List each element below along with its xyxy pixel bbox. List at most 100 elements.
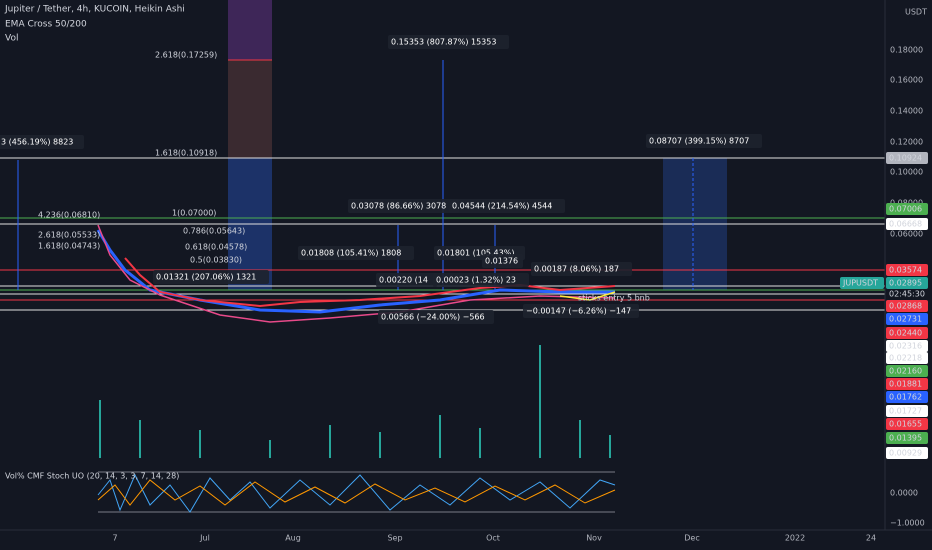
price-badge (886, 277, 928, 289)
price-badge-label: 0.02160 (889, 367, 922, 376)
measure-label-bg (433, 273, 529, 287)
price-badge (886, 313, 928, 325)
symbol-title: Jupiter / Tether, 4h, KUCOIN, Heikin Ash… (4, 5, 185, 15)
price-badge-label: 0.02218 (889, 354, 922, 363)
measure-label-bg (523, 304, 639, 318)
measure-label: 0.15353 (807.87%) 15353 (391, 38, 496, 47)
price-badge (886, 365, 928, 377)
time-label: 24 (866, 534, 876, 543)
volume-bars (99, 345, 611, 458)
measure-label: 0.08707 (399.15%) 8707 (649, 137, 749, 146)
measure-label-bg (348, 199, 459, 213)
price-badge (886, 352, 928, 364)
fib-label: 0.5(0.03830) (190, 256, 242, 265)
price-badge (886, 327, 928, 339)
note: sticks entry 5 bnb (578, 294, 650, 303)
price-badge (886, 418, 928, 430)
fib-label: 0.618(0.04578) (185, 243, 247, 252)
measure-label: 0.00187 (8.06%) 187 (534, 265, 619, 274)
price-badge-label: 0.03574 (889, 266, 922, 275)
fib-zone-top (228, 0, 272, 60)
price-level: 0.18000 (890, 46, 923, 55)
measure-label: −0.00147 (−6.26%) −147 (526, 307, 631, 316)
indicator-name: Vol% CMF Stoch UO (20, 14, 3, 3, 7, 14, … (5, 472, 179, 481)
price-badge-label: 0.07006 (889, 205, 922, 214)
time-label: 2022 (785, 534, 805, 543)
measure-label-bg (378, 310, 494, 324)
indicator-line (97, 473, 616, 513)
price-badge-label: 0.01762 (889, 393, 922, 402)
measure-label-bg (646, 134, 762, 148)
price-badge-label: 0.00929 (889, 449, 922, 458)
price-badge-label: 0.02895 (889, 279, 922, 288)
price-level: 0.12000 (890, 138, 923, 147)
price-level: 0.10000 (890, 168, 923, 177)
measure-label-bg (153, 270, 269, 284)
price-level: 0.16000 (890, 76, 923, 85)
time-label: Sep (387, 534, 402, 543)
price-level: 0.06000 (890, 230, 923, 239)
indicator-level: −1.0000 (890, 519, 925, 528)
price-badge (886, 218, 928, 230)
indicator-name: EMA Cross 50/200 (5, 20, 87, 30)
fib-zone-mid (228, 60, 272, 158)
price-badge-label: 0.01881 (889, 380, 922, 389)
price-badge-label: 0.01727 (889, 407, 922, 416)
price-badge-label: 0.06668 (889, 220, 922, 229)
measure-label-bg (531, 262, 632, 276)
measure-label: 0.01808 (105.41%) 1808 (301, 249, 401, 258)
measure-label: 0.00220 (14 (379, 276, 428, 285)
price-badge (886, 264, 928, 276)
measure-label-bg (482, 254, 523, 268)
price-badge (886, 447, 928, 459)
price-badge (886, 300, 928, 312)
ema-line (97, 224, 616, 323)
price-badge-label: 0.10924 (889, 154, 922, 163)
measure-label: 0.01801 (105.43%) (437, 249, 514, 258)
price-badge (886, 391, 928, 403)
measure-label-bg (0, 135, 84, 149)
measure-label-bg (298, 246, 414, 260)
measure-label-bg (376, 273, 437, 287)
fib-label: 1.618(0.04743) (38, 242, 100, 251)
dynamic-layer: USDT 0.18000 0.16000 0.14000 0.12000 0.10000 0… (0, 8, 928, 543)
symbol-tag (840, 277, 884, 289)
price-badge (886, 203, 928, 215)
time-label: Dec (684, 534, 699, 543)
indicator-name: Vol (5, 34, 18, 44)
price-badge-label: 0.02316 (889, 342, 922, 351)
axis-unit: USDT (905, 8, 927, 17)
price-badge-label: 0.02440 (889, 329, 922, 338)
symbol-tag-label: JUPUSDT (842, 279, 878, 288)
measure-label: 0.01321 (207.06%) 1321 (156, 273, 256, 282)
measure-label: 0.01376 (485, 257, 518, 266)
price-badge-label: 0.01395 (889, 434, 922, 443)
price-badge-label: 0.02868 (889, 302, 922, 311)
ema-line (96, 229, 615, 314)
fib-label: 0.786(0.05643) (183, 227, 245, 236)
price-badge (886, 378, 928, 390)
price-line (559, 291, 616, 301)
price-badge-label: 0.01655 (889, 420, 922, 429)
measure-label: 0.00023 (1.32%) 23 (436, 276, 516, 285)
countdown: 02:45:30 (889, 290, 925, 299)
price-badge (886, 340, 928, 352)
price-badge (886, 432, 928, 444)
fib-label: 4.236(0.06810) (38, 211, 100, 220)
measure-label: 0.04544 (214.54%) 4544 (452, 202, 552, 211)
time-label: Oct (486, 534, 500, 543)
time-label: Jul (199, 534, 210, 543)
fib-label: 1(0.07000) (172, 209, 216, 218)
measure-label: 3 (456.19%) 8823 (1, 138, 73, 147)
measure-label: 0.03078 (86.66%) 3078 (351, 202, 446, 211)
measure-label: 0.00566 (−24.00%) −566 (381, 313, 485, 322)
indicator-line (97, 479, 616, 506)
fib-label: 2.618(0.05533) (38, 231, 100, 240)
price-badge-label: 0.02731 (889, 315, 922, 324)
indicator-level: 0.0000 (890, 489, 918, 498)
price-level: 0.14000 (890, 107, 923, 116)
measure-label-bg (388, 35, 509, 49)
price-badge (886, 152, 928, 164)
measure-label-bg (449, 199, 565, 213)
